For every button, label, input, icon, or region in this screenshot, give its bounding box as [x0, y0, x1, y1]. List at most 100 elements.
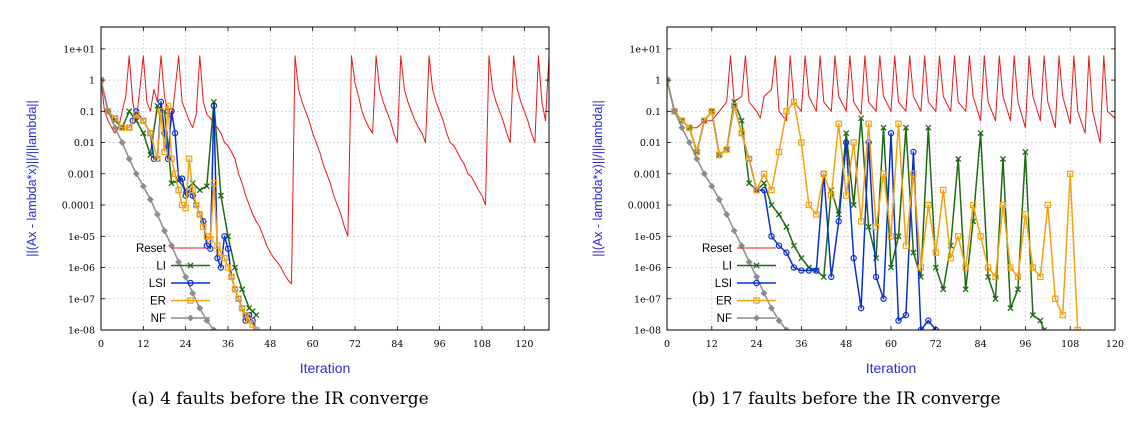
data-point-nf [196, 304, 204, 312]
data-point-er [828, 192, 835, 199]
data-point-er [753, 186, 760, 194]
data-point-er [1037, 273, 1044, 281]
data-point-lsi [207, 245, 214, 252]
data-point-li [253, 312, 260, 319]
data-point-er [1022, 211, 1029, 218]
data-point-er [969, 201, 977, 209]
data-point-li [962, 286, 969, 293]
x-tick-label: 12 [706, 339, 718, 350]
data-point-er [111, 115, 119, 122]
data-point-nf [104, 107, 112, 115]
series-reset [101, 55, 549, 285]
data-point-nf [670, 107, 679, 115]
legend-label: LSI [715, 278, 732, 290]
data-point-er [168, 155, 175, 163]
x-tick-label: 0 [664, 339, 670, 350]
data-point-lsi [214, 254, 221, 262]
data-point-er [872, 223, 880, 231]
y-tick-label: 0.1 [80, 107, 95, 118]
data-point-li [999, 155, 1007, 162]
y-tick-label: 0.01 [74, 138, 95, 149]
data-point-li [126, 108, 133, 115]
series-er [101, 76, 260, 330]
data-point-er [1067, 170, 1074, 177]
x-tick-label: 72 [349, 339, 361, 350]
data-point-lsi [805, 267, 813, 274]
data-point-li [902, 124, 909, 131]
data-point-er [185, 155, 193, 163]
data-point-li [1022, 148, 1029, 156]
data-point-er [118, 124, 126, 131]
data-point-nf [216, 329, 218, 330]
x-tick-label: 96 [434, 339, 446, 350]
data-point-er [723, 146, 730, 153]
data-point-nf [753, 273, 761, 281]
data-point-lsi [210, 102, 218, 110]
x-tick-label: 12 [137, 339, 149, 350]
data-point-nf [118, 139, 126, 147]
data-point-nf [723, 210, 731, 218]
data-point-er [880, 170, 887, 177]
x-tick-label: 84 [391, 339, 403, 350]
data-point-nf [146, 195, 154, 204]
data-point-er [238, 304, 246, 312]
data-point-er [1059, 311, 1066, 319]
x-axis-label: Iteration [866, 360, 917, 376]
data-point-er [768, 186, 775, 194]
series-nf [101, 76, 218, 330]
y-tick-label: 1e-06 [68, 263, 95, 274]
x-tick-label: 24 [751, 339, 763, 350]
data-point-er [1052, 295, 1059, 302]
series-line-li [101, 79, 257, 316]
data-point-li [239, 286, 246, 293]
data-point-er [133, 111, 140, 118]
data-point-er [154, 155, 161, 163]
y-tick-label: 1e-07 [634, 294, 661, 305]
legend-marker [187, 279, 194, 287]
data-point-er [977, 233, 984, 240]
data-point-li [790, 242, 797, 249]
data-point-er [999, 201, 1007, 209]
data-point-lsi [925, 317, 932, 324]
data-point-er [231, 286, 239, 293]
data-point-nf [730, 227, 738, 235]
data-point-er [940, 186, 947, 194]
data-point-er [850, 139, 857, 146]
data-point-er [249, 321, 256, 328]
chart-panel-a: 0 12 24 36 48 60 72 84 96 108 120 1e-08 1e-07 1e-06 1e… [0, 0, 560, 427]
data-point-lsi [171, 129, 179, 137]
legend-label: LI [722, 261, 732, 273]
y-tick-label: 1e-06 [634, 263, 661, 274]
y-axis-label: ||(Ax - lambda*x)||/||lambda|| [25, 100, 39, 257]
data-point-li [168, 180, 175, 187]
data-point-er [835, 120, 842, 127]
data-point-er [790, 98, 798, 106]
data-point-lsi [835, 218, 842, 225]
data-point-er [701, 117, 708, 124]
series-reset [667, 55, 1115, 144]
legend-marker [753, 297, 760, 304]
data-point-er [708, 108, 715, 115]
data-point-li [843, 130, 850, 137]
series-li [101, 77, 260, 319]
legend-marker [187, 297, 194, 304]
data-point-lsi [178, 175, 186, 182]
data-point-lsi [775, 242, 783, 249]
data-point-li [977, 130, 984, 137]
data-point-er [887, 233, 895, 240]
legend-label: LSI [149, 278, 166, 290]
plot-frame [100, 26, 550, 331]
x-tick-label: 60 [885, 339, 897, 350]
data-point-li [783, 223, 790, 230]
data-point-lsi [157, 98, 165, 106]
data-point-er [224, 264, 232, 271]
data-point-lsi [129, 117, 136, 124]
data-point-er [207, 236, 214, 243]
data-point-er [182, 204, 189, 212]
data-point-er [813, 211, 820, 218]
y-tick-label: 1e+01 [63, 44, 95, 55]
data-point-li [910, 249, 917, 256]
data-point-er [798, 139, 805, 146]
data-point-lsi [910, 148, 917, 156]
data-point-er [783, 108, 790, 115]
